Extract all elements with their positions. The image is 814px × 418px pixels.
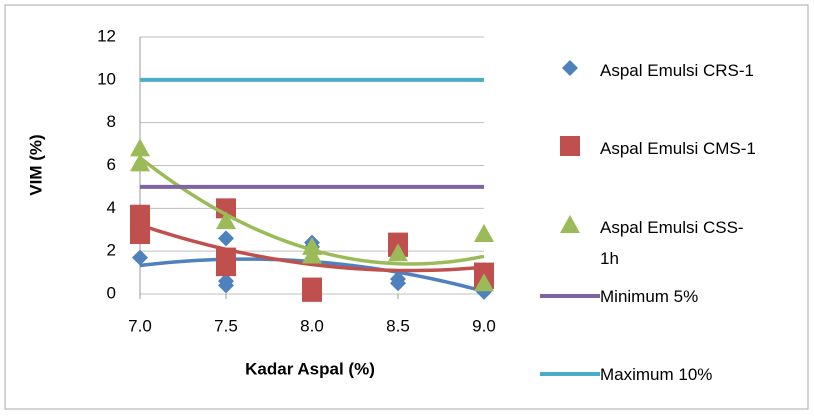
data-point [302,277,322,298]
data-point [474,224,494,243]
data-point [132,249,148,266]
legend-label: Aspal Emulsi CSS-1h [600,218,744,268]
data-point [302,245,322,264]
x-tick-label: 9.0 [472,316,496,335]
data-point [130,153,150,172]
legend-marker [562,60,578,76]
y-tick-label: 6 [107,155,116,174]
legend-label: Maximum 10% [600,365,713,384]
legend-label: Aspal Emulsi CMS-1 [600,139,756,158]
data-point [218,273,234,290]
legend-marker [560,215,580,233]
trend-line [138,156,485,266]
y-tick-label: 4 [107,198,116,217]
y-tick-label: 10 [97,69,116,88]
x-tick-label: 7.5 [214,316,238,335]
data-point [390,271,406,288]
y-tick-label: 0 [107,283,116,302]
x-tick-label: 8.5 [386,316,410,335]
legend-label: Aspal Emulsi CRS-1 [600,61,754,80]
data-point [474,273,494,292]
data-point [216,247,236,268]
data-point [216,211,236,230]
data-point [218,230,234,247]
legend-label: Minimum 5% [600,287,699,306]
y-tick-label: 2 [107,241,116,260]
y-tick-label: 12 [97,26,116,45]
data-point [130,138,150,157]
y-tick-label: 8 [107,112,116,131]
data-point [130,204,150,225]
y-axis-title: VIM (%) [26,134,45,195]
x-axis-title: Kadar Aspal (%) [245,359,375,378]
x-tick-label: 8.0 [300,316,324,335]
data-point [388,243,408,262]
x-tick-label: 7.0 [128,316,152,335]
trend-line [139,223,485,273]
legend-marker [560,136,580,156]
